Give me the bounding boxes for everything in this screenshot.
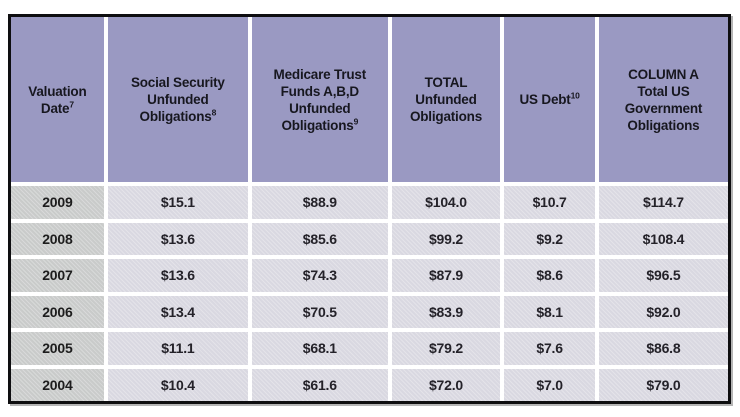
row-year: 2008 — [11, 218, 108, 255]
cell-column-a: $96.5 — [598, 255, 728, 292]
cell-social-security: $13.6 — [107, 255, 252, 292]
cell-column-a: $79.0 — [598, 364, 728, 401]
column-header-us-debt: US Debt10 — [504, 17, 599, 182]
cell-total-unfunded: $79.2 — [391, 328, 505, 365]
header-line: Obligations9 — [281, 116, 359, 133]
column-header-column-a: COLUMN A Total US Government Obligations — [598, 17, 728, 182]
cell-medicare: $74.3 — [251, 255, 392, 292]
header-line: Medicare Trust — [273, 66, 367, 82]
cell-us-debt: $8.1 — [504, 291, 599, 328]
cell-social-security: $15.1 — [107, 182, 252, 219]
column-header-total-unfunded: TOTAL Unfunded Obligations — [391, 17, 505, 182]
row-year: 2004 — [11, 364, 108, 401]
header-line: Valuation — [28, 83, 87, 99]
header-line: Unfunded — [289, 100, 351, 116]
header-line: TOTAL — [424, 75, 468, 90]
header-line: COLUMN A — [628, 66, 699, 82]
cell-total-unfunded: $104.0 — [391, 182, 505, 219]
cell-social-security: $10.4 — [107, 364, 252, 401]
table-row-2007: 2007 $13.6 $74.3 $87.9 $8.6 $96.5 — [11, 255, 728, 292]
row-year: 2009 — [11, 182, 108, 219]
cell-total-unfunded: $83.9 — [391, 291, 505, 328]
footnote-ref-10: 10 — [570, 90, 580, 101]
column-header-valuation-date: Valuation Date7 — [11, 17, 108, 182]
cell-us-debt: $9.2 — [504, 218, 599, 255]
cell-medicare: $88.9 — [251, 182, 392, 219]
header-line: Obligations8 — [139, 107, 217, 124]
header-line: US Debt10 — [519, 90, 580, 107]
table-row-2005: 2005 $11.1 $68.1 $79.2 $7.6 $86.8 — [11, 328, 728, 365]
table-row-2009: 2009 $15.1 $88.9 $104.0 $10.7 $114.7 — [11, 182, 728, 219]
header-line: Government — [624, 100, 703, 116]
row-year: 2006 — [11, 291, 108, 328]
column-header-social-security: Social Security Unfunded Obligations8 — [107, 17, 252, 182]
cell-medicare: $85.6 — [251, 218, 392, 255]
column-header-medicare: Medicare Trust Funds A,B,D Unfunded Obli… — [251, 17, 392, 182]
header-line: Unfunded — [415, 92, 477, 107]
header-line: Obligations — [627, 117, 700, 133]
cell-us-debt: $8.6 — [504, 255, 599, 292]
cell-social-security: $13.6 — [107, 218, 252, 255]
row-year: 2007 — [11, 255, 108, 292]
cell-social-security: $11.1 — [107, 328, 252, 365]
obligations-table: Valuation Date7 Social Security Unfunded… — [11, 17, 728, 401]
cell-column-a: $108.4 — [598, 218, 728, 255]
cell-social-security: $13.4 — [107, 291, 252, 328]
footnote-ref-9: 9 — [353, 116, 359, 126]
table-row-2004: 2004 $10.4 $61.6 $72.0 $7.0 $79.0 — [11, 364, 728, 401]
header-line: Total US — [637, 83, 690, 99]
footnote-ref-8: 8 — [211, 107, 217, 118]
row-year: 2005 — [11, 328, 108, 365]
cell-medicare: $68.1 — [251, 328, 392, 365]
table-row-2006: 2006 $13.4 $70.5 $83.9 $8.1 $92.0 — [11, 291, 728, 328]
header-line: Funds A,B,D — [280, 83, 359, 99]
cell-medicare: $61.6 — [251, 364, 392, 401]
table-row-2008: 2008 $13.6 $85.6 $99.2 $9.2 $108.4 — [11, 218, 728, 255]
cell-total-unfunded: $99.2 — [391, 218, 505, 255]
header-row: Valuation Date7 Social Security Unfunded… — [11, 17, 728, 182]
cell-column-a: $86.8 — [598, 328, 728, 365]
header-line: Social Security — [130, 75, 225, 90]
cell-column-a: $114.7 — [598, 182, 728, 219]
cell-us-debt: $10.7 — [504, 182, 599, 219]
header-line: Unfunded — [147, 92, 209, 107]
cell-us-debt: $7.0 — [504, 364, 599, 401]
cell-total-unfunded: $72.0 — [391, 364, 505, 401]
cell-us-debt: $7.6 — [504, 328, 599, 365]
footnote-ref-7: 7 — [69, 99, 74, 109]
header-line: Obligations — [409, 109, 483, 124]
cell-total-unfunded: $87.9 — [391, 255, 505, 292]
header-line: Date7 — [40, 99, 74, 116]
cell-column-a: $92.0 — [598, 291, 728, 328]
cell-medicare: $70.5 — [251, 291, 392, 328]
obligations-table-frame: Valuation Date7 Social Security Unfunded… — [8, 14, 731, 404]
